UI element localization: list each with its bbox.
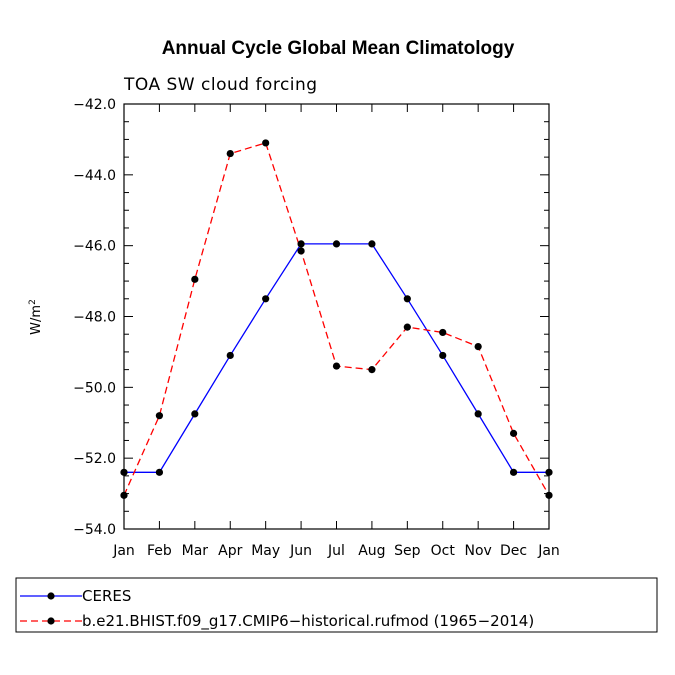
- series-1-point: [545, 491, 553, 499]
- series-0-point: [155, 468, 164, 476]
- y-tick-label: −42.0: [73, 97, 116, 113]
- x-tick-label: Mar: [182, 543, 209, 559]
- x-tick-label: May: [251, 543, 280, 559]
- series-0-point: [509, 468, 518, 476]
- x-tick-label: Jul: [327, 543, 345, 559]
- series-0-point: [545, 468, 553, 476]
- y-tick-label: −50.0: [73, 380, 116, 396]
- series-0-point: [262, 295, 270, 303]
- series-0-point: [226, 351, 234, 360]
- legend-marker-1: [47, 617, 55, 625]
- y-tick-label: −52.0: [73, 451, 116, 467]
- series-1-point: [474, 343, 482, 351]
- y-tick-label: −48.0: [73, 310, 116, 326]
- series-1-point: [509, 429, 518, 437]
- x-tick-label: Aug: [358, 543, 385, 559]
- x-tick-label: Jan: [112, 543, 135, 559]
- series-1-point: [332, 362, 341, 370]
- series-1-point: [297, 247, 305, 255]
- series-line-1: [123, 142, 550, 496]
- series-0-point: [403, 295, 411, 303]
- series-1-point: [439, 328, 447, 337]
- series-1-point: [226, 149, 234, 158]
- x-tick-label: Feb: [147, 543, 172, 559]
- series-0-point: [439, 351, 447, 360]
- series-0-point: [474, 410, 482, 418]
- series-1-point: [262, 139, 270, 147]
- y-tick-label: −46.0: [73, 239, 116, 255]
- series-1-point: [155, 412, 164, 420]
- x-tick-label: Sep: [394, 543, 421, 559]
- x-tick-label: Nov: [465, 543, 492, 559]
- y-axis-label: W/m2: [28, 299, 44, 335]
- series-1-point: [120, 491, 128, 499]
- y-tick-label: −44.0: [73, 168, 116, 184]
- series-1-point: [191, 275, 199, 283]
- legend-box: [15, 577, 658, 633]
- legend-label-1: b.e21.BHIST.f09_g17.CMIP6−historical.ruf…: [82, 612, 534, 631]
- x-tick-label: Oct: [431, 543, 456, 559]
- series-0-point: [368, 240, 376, 248]
- series-1-point: [403, 323, 411, 331]
- legend-label-0: CERES: [82, 587, 131, 605]
- series-0-point: [120, 468, 128, 476]
- series-0-point: [332, 240, 341, 248]
- series-0-point: [191, 410, 199, 418]
- chart-subtitle: TOA SW cloud forcing: [123, 75, 318, 95]
- x-tick-label: Jun: [289, 543, 312, 559]
- x-tick-label: Jan: [537, 543, 560, 559]
- plot-frame: [123, 103, 550, 530]
- legend-marker-0: [47, 592, 55, 600]
- x-tick-label: Apr: [218, 543, 242, 559]
- x-tick-label: Dec: [500, 543, 527, 559]
- series-line-0: [124, 243, 549, 473]
- series-0-point: [297, 240, 305, 248]
- chart-title: Annual Cycle Global Mean Climatology: [162, 38, 515, 59]
- series-1-point: [368, 366, 376, 374]
- y-tick-label: −54.0: [73, 522, 116, 538]
